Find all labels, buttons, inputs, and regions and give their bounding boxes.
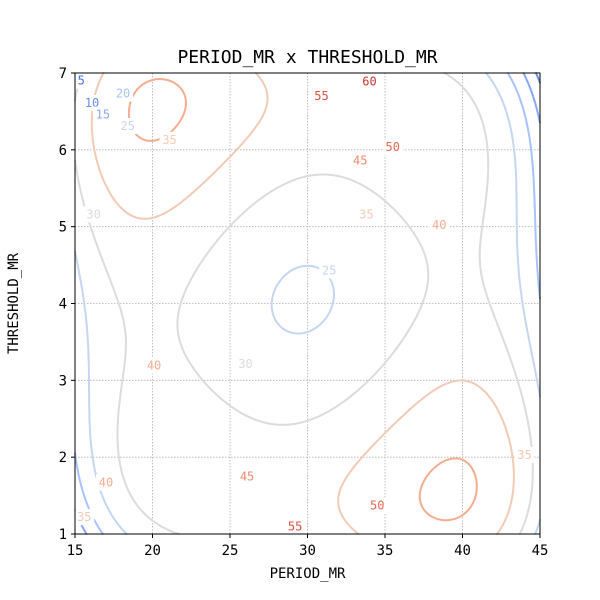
contour-level-10	[535, 72, 541, 84]
contour-label-bg	[514, 446, 535, 463]
contour-label-bg	[237, 468, 258, 485]
contour-label: 35	[159, 131, 180, 148]
y-tick-label: 7	[59, 66, 67, 82]
contour-level-25	[74, 72, 541, 535]
contour-label-text: 45	[240, 469, 254, 483]
contour-label-text: 50	[386, 140, 400, 154]
x-axis-title: PERIOD_MR	[270, 566, 346, 582]
contour-label: 35	[514, 446, 535, 463]
x-tick-label: 30	[299, 543, 316, 559]
y-tick-label: 2	[59, 450, 67, 466]
contour-label-text: 60	[362, 74, 376, 88]
contour-label-text: 45	[353, 154, 367, 168]
x-tick-label: 15	[67, 543, 84, 559]
contour-label-bg	[311, 88, 332, 105]
contour-label-text: 30	[86, 207, 100, 221]
contour-label: 35	[356, 206, 377, 223]
contour-label-bg	[359, 73, 380, 90]
x-axis-ticks: 15 20 25 30 35 40 45	[67, 534, 549, 559]
contour-label: 60	[359, 73, 380, 90]
contour-label: 55	[285, 518, 306, 535]
contour-label-bg	[144, 357, 165, 374]
x-tick-label: 25	[222, 543, 239, 559]
x-tick-label: 45	[532, 543, 549, 559]
contour-label-bg	[159, 131, 180, 148]
contour-level-35	[90, 72, 515, 535]
contour-label-text: 40	[99, 476, 113, 490]
contour-label-text: 40	[147, 359, 161, 373]
y-tick-label: 3	[59, 373, 67, 389]
contour-label: 45	[237, 468, 258, 485]
contour-label-text: 40	[432, 218, 446, 232]
y-tick-label: 6	[59, 143, 67, 159]
contour-label-text: 35	[359, 207, 373, 221]
x-tick-label: 35	[377, 543, 394, 559]
contour-level-20	[74, 72, 541, 535]
contour-label: 25	[117, 118, 138, 135]
chart-title: PERIOD_MR x THRESHOLD_MR	[177, 47, 437, 68]
x-tick-label: 20	[144, 543, 161, 559]
contour-label: 30	[83, 206, 104, 223]
contour-label-bg	[350, 152, 371, 169]
contour-label-bg	[356, 206, 377, 223]
contour-label-text: 35	[77, 510, 91, 524]
contour-label: 35	[74, 509, 95, 526]
contour-level-30	[74, 72, 534, 535]
y-tick-label: 4	[59, 297, 67, 313]
contour-label-bg	[74, 509, 95, 526]
contour-label-text: 50	[370, 499, 384, 513]
contour-label-text: 30	[238, 357, 252, 371]
contour-label: 5	[71, 72, 92, 89]
contour-label-bg	[382, 138, 403, 155]
y-tick-label: 5	[59, 220, 67, 236]
contour-label-text: 55	[288, 519, 302, 533]
contour-label: 40	[96, 474, 116, 491]
contour-label-bg	[319, 262, 340, 279]
contour-label: 50	[382, 138, 403, 155]
y-tick-label: 1	[59, 527, 67, 543]
contour-label-text: 25	[120, 119, 134, 133]
contour-label-bg	[285, 518, 306, 535]
contour-label: 55	[311, 88, 332, 105]
contour-label-text: 35	[517, 448, 531, 462]
contour-label: 40	[429, 217, 450, 234]
contour-label: 15	[92, 106, 113, 123]
contour-label: 40	[144, 357, 165, 374]
y-axis-title: THRESHOLD_MR	[6, 252, 22, 354]
contour-label: 30	[235, 356, 256, 373]
contour-label-bg	[429, 217, 450, 234]
contour-label-bg	[71, 72, 92, 89]
contour-label-text: 5	[78, 74, 85, 88]
contour-label-bg	[117, 118, 138, 135]
contour-label-text: 55	[314, 89, 328, 103]
x-tick-label: 40	[454, 543, 471, 559]
contour-label-bg	[367, 497, 388, 514]
contour-label-text: 10	[85, 96, 99, 110]
contour-label-text: 20	[116, 87, 130, 101]
y-axis-ticks: 1 2 3 4 5 6 7	[59, 66, 75, 543]
contour-label: 25	[319, 262, 340, 279]
contour-label-bg	[83, 206, 104, 223]
contour-label-text: 15	[96, 107, 110, 121]
contour-label: 45	[350, 152, 371, 169]
contour-label-bg	[96, 474, 116, 491]
contour-label: 20	[113, 85, 134, 102]
contour-label-bg	[92, 106, 113, 123]
contour-label: 50	[367, 497, 388, 514]
contour-label-text: 25	[322, 263, 336, 277]
contour-label-bg	[235, 356, 256, 373]
contour-label-text: 35	[162, 133, 176, 147]
contour-lines	[74, 72, 541, 535]
contour-label-bg	[113, 85, 134, 102]
